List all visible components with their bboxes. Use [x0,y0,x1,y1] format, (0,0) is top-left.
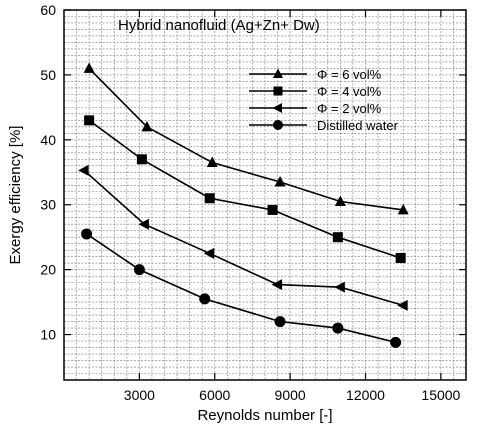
data-point [334,281,345,293]
legend-marker [272,103,282,113]
x-tick-label: 3000 [124,387,155,403]
plot-frame [63,9,467,381]
legend-label: Φ = 2 vol% [317,101,382,116]
data-point [332,322,344,334]
data-point [141,120,153,132]
data-point [199,293,211,305]
data-point [203,247,215,259]
chart-title: Hybrid nanofluid (Ag+Zn+ Dw) [118,17,320,34]
series-layer [78,62,409,348]
data-point [84,115,95,126]
y-tick-label: 10 [40,327,56,343]
data-point [274,176,286,187]
y-tick-label: 30 [40,197,56,213]
series-line-2 [83,169,404,307]
data-point [78,164,89,176]
data-point [204,193,215,204]
legend-label: Distilled water [317,118,399,133]
x-tick-label: 6000 [199,387,230,403]
x-axis-label: Reynolds number [-] [197,407,332,424]
legend-marker [273,68,283,78]
data-point [271,279,283,291]
data-point [395,252,406,263]
data-point [133,264,145,276]
data-point [397,299,408,311]
data-point [390,336,402,348]
data-point [397,203,409,215]
data-point [274,316,286,328]
data-point [83,62,95,73]
x-tick-label: 15000 [421,387,460,403]
legend-marker [273,86,283,96]
data-point [206,156,218,168]
series-line-0 [88,67,404,211]
y-tick-label: 60 [40,2,56,18]
data-point [267,204,278,215]
legend-label: Φ = 6 vol% [317,67,382,82]
axes: 3000 6000 9000 12000 15000 10 20 30 40 50 60 [40,2,466,403]
series-line-3 [86,233,396,344]
legend-label: Φ = 4 vol% [317,84,382,99]
y-tick-label: 20 [40,262,56,278]
data-point [81,228,93,240]
x-tick-label: 9000 [275,387,306,403]
grid-lines [64,10,466,380]
series-line-1 [88,119,401,259]
x-tick-label: 12000 [346,387,385,403]
legend-marker [273,120,283,130]
y-tick-label: 40 [40,132,56,148]
y-tick-label: 50 [40,67,56,83]
data-point [136,154,147,165]
data-point [334,195,346,206]
legend: Φ = 6 vol% Φ = 4 vol% Φ = 2 vol% Distilled … [249,67,399,133]
y-axis-label: Exergy efficiency [%] [7,126,24,265]
data-point [332,232,343,243]
data-point [138,218,149,230]
